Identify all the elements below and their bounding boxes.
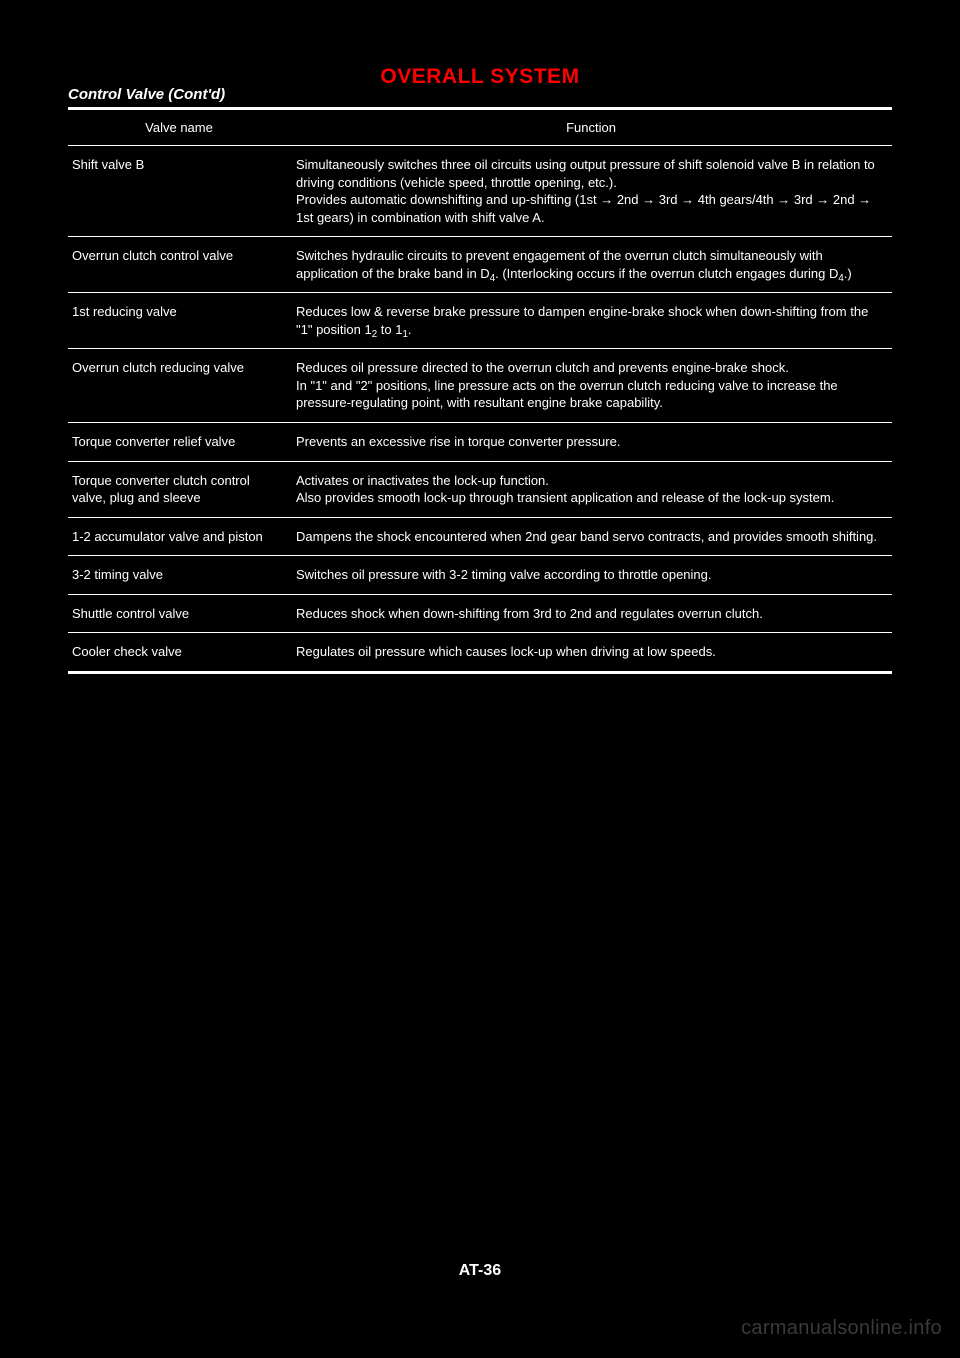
valve-name-cell: Shuttle control valve xyxy=(68,594,290,633)
subheading: Control Valve (Cont'd) xyxy=(68,86,225,103)
function-cell: Prevents an excessive rise in torque con… xyxy=(290,423,892,462)
valve-name-cell: Overrun clutch reducing valve xyxy=(68,349,290,423)
table-row: Torque converter clutch control valve, p… xyxy=(68,461,892,517)
page-number: AT-36 xyxy=(0,1262,960,1280)
page-header: OVERALL SYSTEM Control Valve (Cont'd) xyxy=(68,65,892,107)
table-row: 3-2 timing valveSwitches oil pressure wi… xyxy=(68,556,892,595)
table-row: Shift valve BSimultaneously switches thr… xyxy=(68,146,892,237)
function-cell: Regulates oil pressure which causes lock… xyxy=(290,633,892,671)
valve-name-cell: Torque converter relief valve xyxy=(68,423,290,462)
function-cell: Reduces oil pressure directed to the ove… xyxy=(290,349,892,423)
table-row: Torque converter relief valvePrevents an… xyxy=(68,423,892,462)
valve-name-cell: 3-2 timing valve xyxy=(68,556,290,595)
function-cell: Simultaneously switches three oil circui… xyxy=(290,146,892,237)
table-header-row: Valve name Function xyxy=(68,110,892,146)
table-row: 1-2 accumulator valve and pistonDampens … xyxy=(68,517,892,556)
function-cell: Switches hydraulic circuits to prevent e… xyxy=(290,237,892,293)
table-row: Overrun clutch control valveSwitches hyd… xyxy=(68,237,892,293)
valve-name-cell: Shift valve B xyxy=(68,146,290,237)
valve-table: Valve name Function Shift valve BSimulta… xyxy=(68,110,892,671)
function-cell: Activates or inactivates the lock-up fun… xyxy=(290,461,892,517)
table-body: Shift valve BSimultaneously switches thr… xyxy=(68,146,892,671)
table-row: Shuttle control valveReduces shock when … xyxy=(68,594,892,633)
table-row: Cooler check valveRegulates oil pressure… xyxy=(68,633,892,671)
valve-name-cell: 1-2 accumulator valve and piston xyxy=(68,517,290,556)
col-valve-name: Valve name xyxy=(68,110,290,146)
valve-name-cell: Torque converter clutch control valve, p… xyxy=(68,461,290,517)
valve-name-cell: Overrun clutch control valve xyxy=(68,237,290,293)
function-cell: Reduces low & reverse brake pressure to … xyxy=(290,293,892,349)
valve-name-cell: 1st reducing valve xyxy=(68,293,290,349)
table-row: 1st reducing valveReduces low & reverse … xyxy=(68,293,892,349)
function-cell: Switches oil pressure with 3-2 timing va… xyxy=(290,556,892,595)
col-function: Function xyxy=(290,110,892,146)
page-root: OVERALL SYSTEM Control Valve (Cont'd) Va… xyxy=(0,0,960,1358)
watermark-text: carmanualsonline.info xyxy=(741,1317,942,1340)
function-cell: Dampens the shock encountered when 2nd g… xyxy=(290,517,892,556)
bottom-rule xyxy=(68,671,892,674)
function-cell: Reduces shock when down-shifting from 3r… xyxy=(290,594,892,633)
valve-name-cell: Cooler check valve xyxy=(68,633,290,671)
table-row: Overrun clutch reducing valveReduces oil… xyxy=(68,349,892,423)
